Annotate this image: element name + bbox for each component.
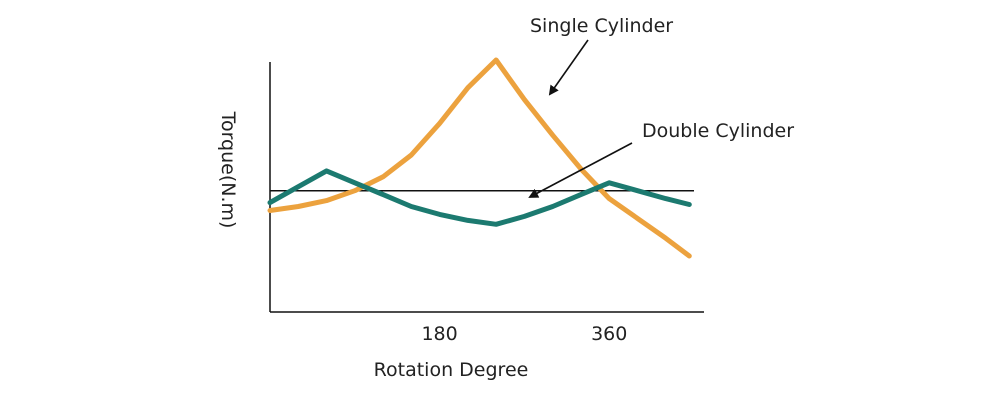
annotation-arrow-single-cylinder	[548, 39, 589, 96]
y-axis-label: Torque(N.m)	[217, 111, 239, 229]
x-axis-label: Rotation Degree	[374, 359, 529, 381]
x-tick-label: 180	[421, 323, 457, 345]
annotation-double-cylinder: Double Cylinder	[642, 120, 794, 142]
annotation-arrow-double-cylinder	[528, 142, 633, 198]
annotation-single-cylinder: Single Cylinder	[530, 15, 673, 37]
series-line-single-cylinder	[267, 57, 692, 259]
series-line-double-cylinder	[267, 168, 692, 227]
x-tick-label: 360	[591, 323, 627, 345]
